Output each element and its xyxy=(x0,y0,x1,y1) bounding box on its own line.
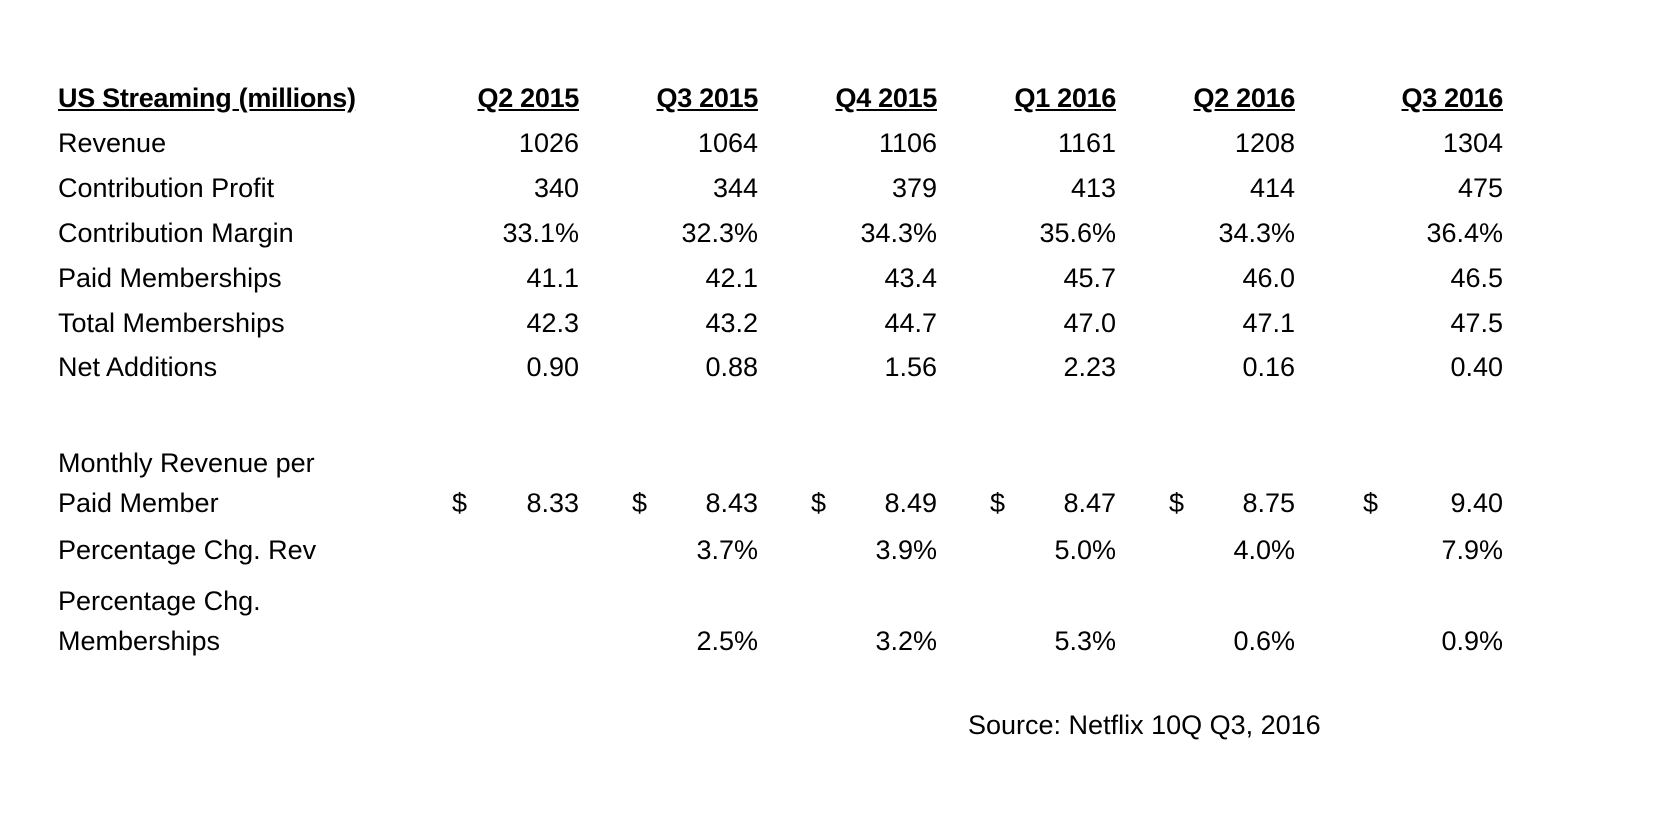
table-cell: 47.0 xyxy=(1063,308,1116,338)
row-label: Paid Member xyxy=(58,488,219,518)
table-cell: 42.3 xyxy=(526,308,579,338)
table-cell: 414 xyxy=(1249,173,1295,203)
row-label: Contribution Profit xyxy=(58,173,275,203)
table-cell: 33.1% xyxy=(502,218,579,248)
table-cell: 34.3% xyxy=(1218,218,1295,248)
table-cell: 1106 xyxy=(878,128,937,158)
row-label: Monthly Revenue per xyxy=(58,448,315,478)
table-cell: 8.49 xyxy=(884,488,937,518)
table-cell: 45.7 xyxy=(1063,263,1116,293)
currency-symbol: $ xyxy=(1363,488,1379,518)
table-cell: 0.90 xyxy=(526,352,579,382)
table-cell: 42.1 xyxy=(705,263,758,293)
table-cell: 36.4% xyxy=(1426,218,1503,248)
table-cell: 3.7% xyxy=(696,535,758,565)
table-cell: 8.47 xyxy=(1063,488,1116,518)
table-cell: 47.1 xyxy=(1242,308,1295,338)
table-cell: 1064 xyxy=(697,128,758,158)
row-label: Revenue xyxy=(58,128,167,158)
table-cell: 1161 xyxy=(1057,128,1116,158)
row-label: Total Memberships xyxy=(58,308,285,338)
table-cell: 7.9% xyxy=(1441,535,1503,565)
table-cell: 5.3% xyxy=(1054,626,1116,656)
table-cell: 0.6% xyxy=(1233,626,1295,656)
table-cell: 0.88 xyxy=(705,352,758,382)
table-cell: 32.3% xyxy=(681,218,758,248)
column-header: Q4 2015 xyxy=(835,83,938,113)
table-cell: 8.75 xyxy=(1242,488,1295,518)
table-title: US Streaming (millions) xyxy=(58,83,356,113)
table-cell: 344 xyxy=(712,173,758,203)
table-cell: 2.23 xyxy=(1063,352,1116,382)
table-cell: 340 xyxy=(533,173,579,203)
row-label: Paid Memberships xyxy=(58,263,282,293)
table-cell: 1.56 xyxy=(884,352,937,382)
table-cell: 413 xyxy=(1070,173,1116,203)
table-cell: 475 xyxy=(1457,173,1503,203)
row-label: Contribution Margin xyxy=(58,218,294,248)
source-note: Source: Netflix 10Q Q3, 2016 xyxy=(968,710,1321,740)
table-cell: 4.0% xyxy=(1233,535,1295,565)
currency-symbol: $ xyxy=(632,488,648,518)
table-cell: 0.40 xyxy=(1450,352,1503,382)
table-cell: 43.2 xyxy=(705,308,758,338)
row-label: Memberships xyxy=(58,626,221,656)
column-header: Q3 2015 xyxy=(656,83,759,113)
table-cell: 1304 xyxy=(1442,128,1503,158)
column-header: Q2 2016 xyxy=(1193,83,1296,113)
table-cell: 46.5 xyxy=(1450,263,1503,293)
currency-symbol: $ xyxy=(452,488,468,518)
table-cell: 9.40 xyxy=(1450,488,1503,518)
table-cell: 47.5 xyxy=(1450,308,1503,338)
currency-symbol: $ xyxy=(811,488,827,518)
currency-symbol: $ xyxy=(1169,488,1185,518)
currency-symbol: $ xyxy=(990,488,1006,518)
table-cell: 1026 xyxy=(518,128,579,158)
table-cell: 8.43 xyxy=(705,488,758,518)
table-cell: 41.1 xyxy=(526,263,579,293)
row-label: Percentage Chg. Rev xyxy=(58,535,317,565)
table-cell: 5.0% xyxy=(1054,535,1116,565)
table-cell: 3.2% xyxy=(875,626,937,656)
table-cell: 0.16 xyxy=(1242,352,1295,382)
table-cell: 44.7 xyxy=(884,308,937,338)
table-cell: 0.9% xyxy=(1441,626,1503,656)
table-cell: 3.9% xyxy=(875,535,937,565)
column-header: Q1 2016 xyxy=(1014,83,1117,113)
table-cell: 43.4 xyxy=(884,263,937,293)
column-header: Q2 2015 xyxy=(477,83,580,113)
column-header: Q3 2016 xyxy=(1401,83,1504,113)
row-label: Net Additions xyxy=(58,352,218,382)
table-cell: 1208 xyxy=(1234,128,1295,158)
table-cell: 379 xyxy=(891,173,937,203)
table-cell: 34.3% xyxy=(860,218,937,248)
table-cell: 46.0 xyxy=(1242,263,1295,293)
table-cell: 35.6% xyxy=(1039,218,1116,248)
table-cell: 8.33 xyxy=(526,488,579,518)
row-label: Percentage Chg. xyxy=(58,586,261,616)
table-cell: 2.5% xyxy=(696,626,758,656)
